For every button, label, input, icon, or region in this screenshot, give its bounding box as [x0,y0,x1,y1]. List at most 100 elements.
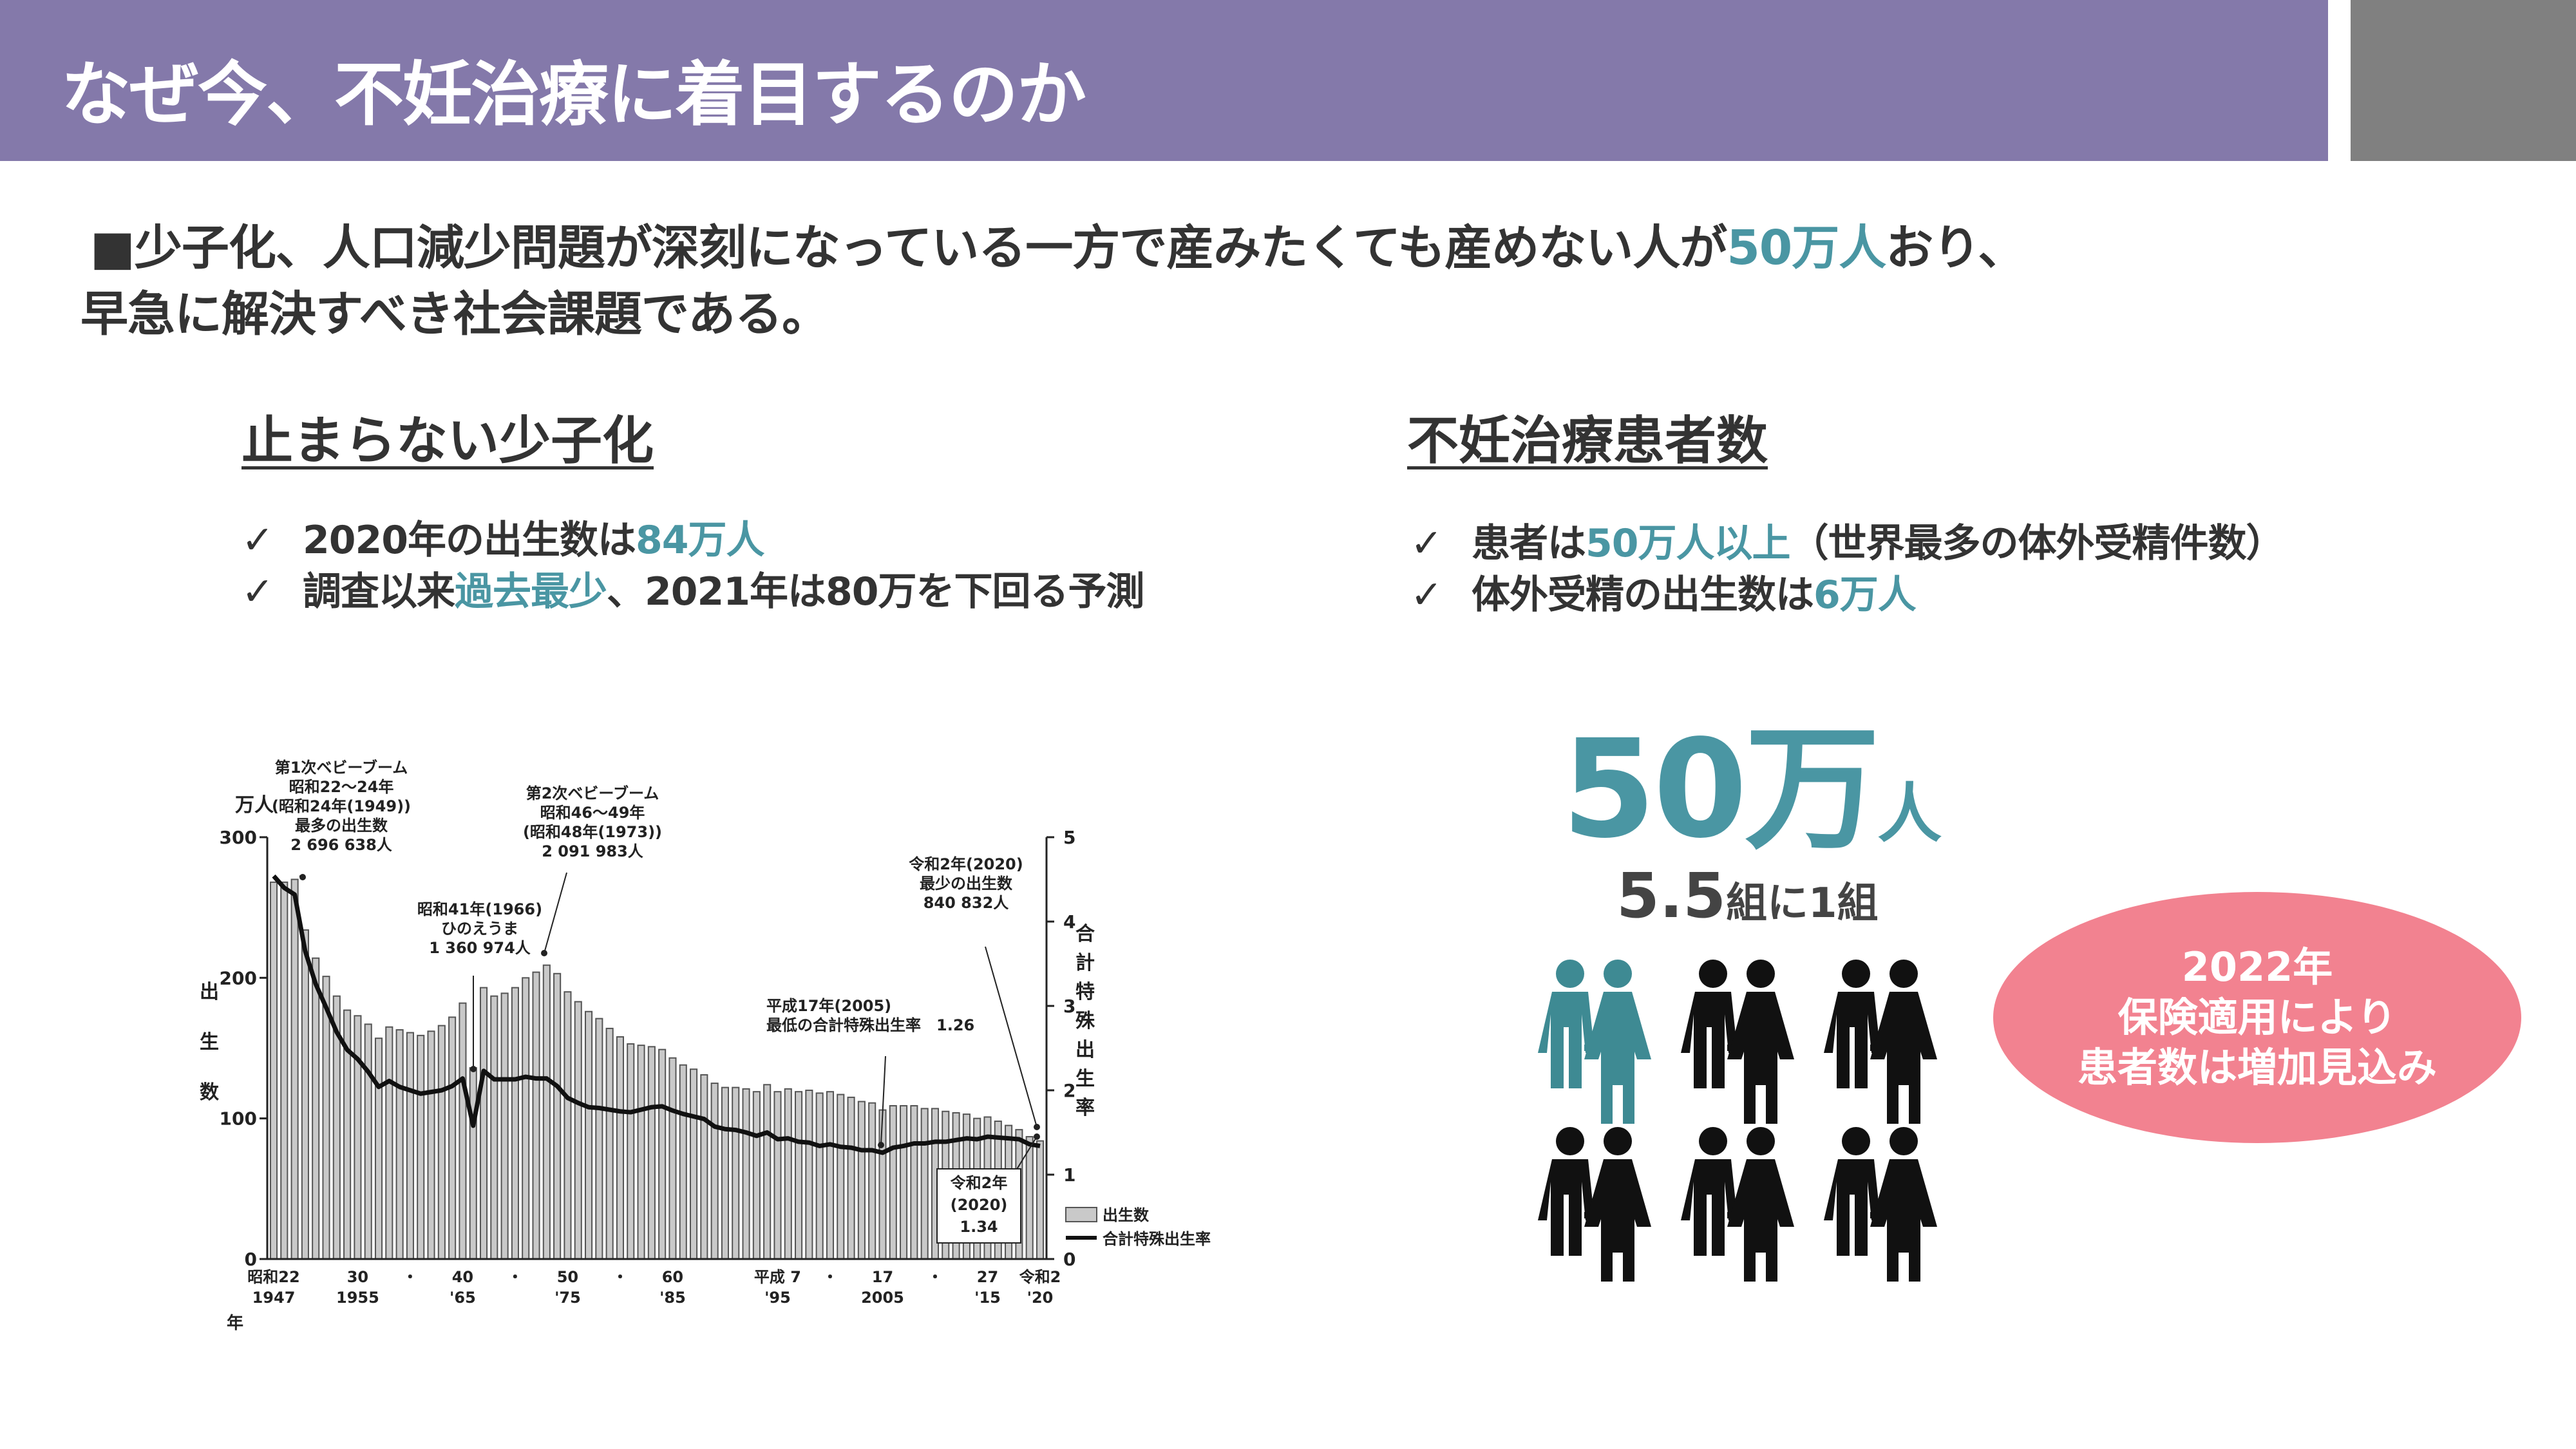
x-tick-label: 平成 7 [754,1268,801,1286]
x-tick-sublabel: 2005 [861,1289,904,1307]
x-tick-sublabel: '75 [554,1289,581,1307]
right-bullet-2: ✓ 体外受精の出生数は6万人 [1410,564,1917,620]
left-heading: 止まらない少子化 [242,411,654,471]
couples-pictogram [1538,960,1937,1282]
bar-2003 [857,1101,866,1260]
man-head [1699,960,1727,988]
bar-1966 [469,1067,477,1260]
bar-1965 [459,1002,467,1260]
bar-2006 [889,1105,897,1260]
title-bar [0,0,2328,161]
callout-line-1: 2022年 [2181,943,2333,990]
lead-highlight: 50万人 [1727,220,1886,276]
bar-1951 [312,957,320,1260]
bar-1978 [595,1018,603,1260]
patient-count-unit: 人 [1877,776,1942,851]
bar-1968 [490,995,498,1260]
check-icon: ✓ [1410,573,1443,618]
holding-hands [1727,1212,1747,1218]
x-tick-sublabel: '20 [1027,1289,1054,1307]
y-right-tick-label: 5 [1063,827,1075,848]
woman-head [1889,1127,1918,1155]
man-head [1699,1127,1727,1155]
bar-1979 [605,1027,614,1260]
x-tick-label: 60 [662,1268,683,1286]
woman-body [1584,1159,1651,1282]
couple-icon [1681,960,1794,1124]
holding-hands [1727,1045,1747,1051]
bar-1975 [564,991,572,1260]
chart-axes [266,837,1048,1260]
woman-body [1727,992,1794,1124]
x-tick-label: 17 [872,1268,893,1286]
left-b1-text: 2020年の出生数は [303,518,636,563]
man-body [1681,1159,1738,1256]
bar-1948 [280,881,289,1260]
annotation-text: (昭和48年(1973)) [523,823,662,841]
annotation-text: 最多の出生数 [295,817,388,835]
chart-ticks: 0100200300012345万人出生数合計特殊出生率昭和2219473019… [200,794,1095,1333]
annotation-arrow [880,1056,886,1146]
y-left-tick-label: 100 [220,1108,257,1130]
annotation-text: ひのえうま [441,920,518,938]
man-body [1538,1159,1595,1256]
bar-1998 [805,1090,813,1260]
man-head [1842,1127,1870,1155]
corner-decoration [2351,0,2576,161]
woman-body [1727,1159,1794,1282]
bar-series [269,878,1045,1260]
man-head [1842,960,1870,988]
bar-1974 [553,972,562,1260]
annotation-text: 最低の合計特殊出生率 1.26 [766,1016,974,1034]
woman-head [1747,960,1775,988]
couple-icon [1681,1127,1794,1282]
left-bullet-2: ✓ 調査以来過去最少、2021年は80万を下回る予測 [242,560,1144,616]
couple-icon [1824,1127,1937,1282]
x-tick-label: 50 [557,1268,578,1286]
annotation-arrow [544,872,567,954]
annotation-arrow-head [1034,1124,1040,1130]
bar-1999 [815,1092,824,1260]
check-icon: ✓ [1410,521,1443,566]
bar-1970 [511,987,519,1260]
bar-1958 [385,1026,393,1260]
annotation-text: 昭和22～24年 [289,778,394,796]
annotation-box [936,1168,1021,1244]
y-right-axis-label: 率 [1075,1097,1095,1119]
bar-1950 [301,929,309,1260]
bar-1952 [322,976,330,1260]
legend-bar-label: 出生数 [1103,1206,1150,1224]
lead-line-2: 早急に解決すべき社会課題である。 [80,287,829,342]
bar-1988 [700,1074,708,1260]
bar-2009 [920,1108,929,1260]
y-right-axis-label: 計 [1075,952,1095,974]
left-b1-highlight: 84万人 [636,518,764,563]
woman-body [1584,992,1651,1124]
bar-1995 [773,1091,782,1260]
bar-2005 [878,1109,887,1260]
bar-1984 [658,1048,667,1260]
right-b1-highlight: 50万人以上 [1586,521,1790,566]
annotation-text: 840 832人 [923,894,1009,912]
man-body [1824,1159,1880,1256]
bar-1982 [637,1045,645,1260]
right-bullet-1: ✓ 患者は50万人以上（世界最多の体外受精件数） [1410,512,2285,568]
bar-2019 [1025,1136,1034,1260]
man-body [1538,992,1595,1088]
bar-1947 [269,881,278,1260]
bar-1983 [647,1046,656,1260]
bar-2000 [826,1091,835,1260]
bar-1994 [763,1084,772,1260]
man-body [1681,992,1738,1088]
legend-line-label: 合計特殊出生率 [1103,1230,1211,1248]
bar-1980 [616,1036,624,1260]
holding-hands [1584,1212,1604,1218]
annotation-text: 昭和41年(1966) [417,900,542,918]
bar-1977 [584,1010,593,1260]
x-tick-sublabel: '95 [764,1289,791,1307]
x-tick-sublabel: '15 [974,1289,1001,1307]
lead-line-1: ■少子化、人口減少問題が深刻になっている一方で産みたくても産めない人が50万人お… [90,209,2025,278]
couple-ratio-number: 5.5 [1616,860,1727,932]
births-chart: 0100200300012345万人出生数合計特殊出生率昭和2219473019… [200,759,1211,1333]
annotation-text: 第1次ベビーブーム [275,759,408,777]
